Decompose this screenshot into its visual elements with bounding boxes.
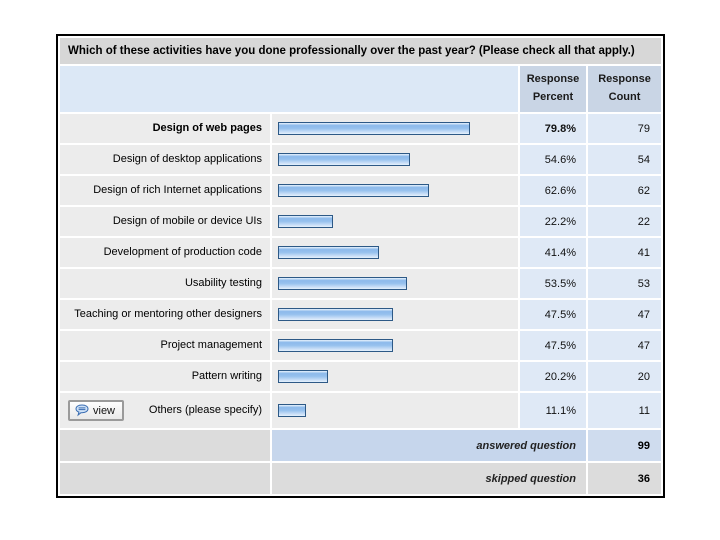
response-count-value: 79 bbox=[588, 114, 662, 143]
footer-spacer-cell bbox=[60, 430, 270, 461]
table-row: Design of mobile or device UIs 22.2% 22 bbox=[60, 207, 662, 236]
response-bar bbox=[278, 184, 429, 197]
activity-label: Design of rich Internet applications bbox=[93, 184, 262, 197]
bar-cell bbox=[272, 362, 518, 391]
view-button-label: view bbox=[93, 404, 116, 417]
bar-cell bbox=[272, 145, 518, 174]
response-bar bbox=[278, 339, 393, 352]
answered-question-row: answered question 99 bbox=[60, 430, 662, 461]
activity-label: Project management bbox=[160, 339, 263, 352]
answered-question-count: 99 bbox=[588, 430, 662, 461]
header-spacer-cell bbox=[60, 66, 518, 112]
table-row: Design of desktop applications 54.6% 54 bbox=[60, 145, 662, 174]
skipped-question-count: 36 bbox=[588, 463, 662, 494]
answer-rows-group: Design of web pages 79.8% 79 Design of d… bbox=[60, 114, 662, 428]
bar-cell bbox=[272, 393, 518, 428]
bar-cell bbox=[272, 331, 518, 360]
question-title: Which of these activities have you done … bbox=[60, 38, 662, 64]
response-count-value: 62 bbox=[588, 176, 662, 205]
activity-label-cell: Design of web pages bbox=[60, 114, 270, 143]
response-bar bbox=[278, 370, 328, 383]
table-head-group: Which of these activities have you done … bbox=[60, 38, 662, 112]
table-row: Design of web pages 79.8% 79 bbox=[60, 114, 662, 143]
activity-label: Development of production code bbox=[103, 246, 262, 259]
activity-label-cell: Design of mobile or device UIs bbox=[60, 207, 270, 236]
response-count-value: 41 bbox=[588, 238, 662, 267]
bar-cell bbox=[272, 114, 518, 143]
response-count-value: 53 bbox=[588, 269, 662, 298]
response-bar bbox=[278, 153, 410, 166]
response-percent-value: 79.8% bbox=[520, 114, 586, 143]
activity-label: Pattern writing bbox=[191, 370, 262, 383]
response-bar bbox=[278, 404, 306, 417]
activity-label: Usability testing bbox=[184, 277, 262, 290]
table-row: Usability testing 53.5% 53 bbox=[60, 269, 662, 298]
table-row: Development of production code 41.4% 41 bbox=[60, 238, 662, 267]
activity-label-cell: Design of desktop applications bbox=[60, 145, 270, 174]
response-percent-value: 41.4% bbox=[520, 238, 586, 267]
table-row: Project management 47.5% 47 bbox=[60, 331, 662, 360]
bar-cell bbox=[272, 207, 518, 236]
column-header-response-percent: Response Percent bbox=[520, 66, 586, 112]
response-percent-value: 53.5% bbox=[520, 269, 586, 298]
response-bar bbox=[278, 215, 333, 228]
response-percent-value: 47.5% bbox=[520, 331, 586, 360]
bar-cell bbox=[272, 300, 518, 329]
activity-label-cell: Design of rich Internet applications bbox=[60, 176, 270, 205]
bar-cell bbox=[272, 176, 518, 205]
activity-label-cell: Project management bbox=[60, 331, 270, 360]
activity-label: Design of mobile or device UIs bbox=[112, 215, 262, 228]
response-percent-value: 54.6% bbox=[520, 145, 586, 174]
response-bar bbox=[278, 308, 393, 321]
activity-label: Design of web pages bbox=[152, 122, 262, 135]
table-row: view Others (please specify) 11.1% 11 bbox=[60, 393, 662, 428]
activity-label: Teaching or mentoring other designers bbox=[74, 308, 262, 321]
bar-cell bbox=[272, 269, 518, 298]
skipped-question-label: skipped question bbox=[272, 463, 586, 494]
activity-label-cell: Development of production code bbox=[60, 238, 270, 267]
question-title-row: Which of these activities have you done … bbox=[60, 38, 662, 64]
table-row: Teaching or mentoring other designers 47… bbox=[60, 300, 662, 329]
response-bar bbox=[278, 122, 470, 135]
column-header-row: Response Percent Response Count bbox=[60, 66, 662, 112]
view-responses-button[interactable]: view bbox=[68, 400, 125, 421]
response-bar bbox=[278, 246, 379, 259]
response-percent-value: 20.2% bbox=[520, 362, 586, 391]
activity-label: Others (please specify) bbox=[148, 404, 262, 417]
response-percent-value: 22.2% bbox=[520, 207, 586, 236]
footer-spacer-cell bbox=[60, 463, 270, 494]
activity-label-cell: Usability testing bbox=[60, 269, 270, 298]
survey-results-table: Which of these activities have you done … bbox=[56, 34, 666, 498]
response-percent-value: 11.1% bbox=[520, 393, 586, 428]
response-count-value: 11 bbox=[588, 393, 662, 428]
skipped-question-row: skipped question 36 bbox=[60, 463, 662, 494]
speech-bubble-icon bbox=[75, 404, 89, 417]
response-count-value: 22 bbox=[588, 207, 662, 236]
response-percent-value: 62.6% bbox=[520, 176, 586, 205]
activity-label-cell: Pattern writing bbox=[60, 362, 270, 391]
response-bar bbox=[278, 277, 407, 290]
response-count-value: 47 bbox=[588, 300, 662, 329]
column-header-response-count: Response Count bbox=[588, 66, 662, 112]
activity-label-cell: view Others (please specify) bbox=[60, 393, 270, 428]
bar-cell bbox=[272, 238, 518, 267]
table-row: Pattern writing 20.2% 20 bbox=[60, 362, 662, 391]
table-row: Design of rich Internet applications 62.… bbox=[60, 176, 662, 205]
response-count-value: 20 bbox=[588, 362, 662, 391]
table-footer-group: answered question 99 skipped question 36 bbox=[60, 430, 662, 494]
activity-label: Design of desktop applications bbox=[112, 153, 262, 166]
response-percent-value: 47.5% bbox=[520, 300, 586, 329]
answered-question-label: answered question bbox=[272, 430, 586, 461]
response-count-value: 54 bbox=[588, 145, 662, 174]
activity-label-cell: Teaching or mentoring other designers bbox=[60, 300, 270, 329]
response-count-value: 47 bbox=[588, 331, 662, 360]
